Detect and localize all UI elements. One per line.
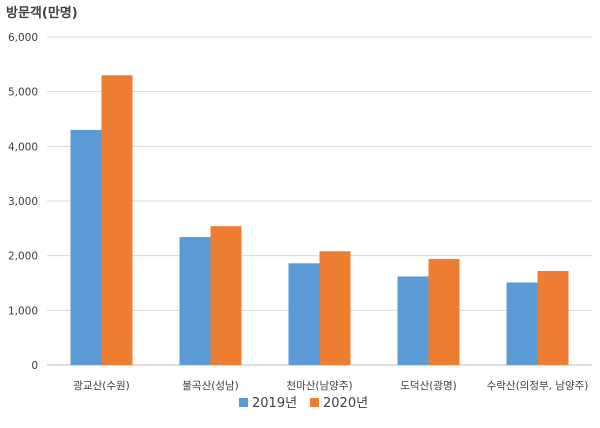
y-tick-label: 4,000 <box>8 141 38 153</box>
legend-label: 2020년 <box>323 396 368 411</box>
bar-2020 <box>537 270 569 365</box>
bars <box>70 75 569 366</box>
bar-2019 <box>70 129 102 365</box>
bar-2019 <box>179 237 211 365</box>
x-category-label: 도덕산(광명) <box>400 380 457 392</box>
y-tick-label: 5,000 <box>8 87 38 99</box>
x-category-label: 천마산(남양주) <box>286 380 352 392</box>
bar-2019 <box>288 263 320 365</box>
x-category-label: 불곡산(성남) <box>182 380 239 392</box>
y-tick-label: 2,000 <box>8 251 38 263</box>
legend-swatch <box>239 398 248 407</box>
y-tick-label: 6,000 <box>8 32 38 44</box>
bar-2020 <box>210 226 242 365</box>
legend: 2019년 2020년 <box>239 396 368 411</box>
unit-label: 방문객(만명) <box>6 5 78 21</box>
bar-2019 <box>506 282 538 365</box>
bar-2020 <box>428 258 460 365</box>
x-axis-categories: 광교산(수원) 불곡산(성남) 천마산(남양주) 도덕산(광명) 수락산(의정부, 남양… <box>73 380 588 392</box>
x-category-label: 광교산(수원) <box>73 380 130 392</box>
y-tick-label: 0 <box>31 360 38 372</box>
legend-label: 2019년 <box>252 396 297 411</box>
bar-2020 <box>319 251 351 365</box>
bar-2020 <box>101 75 133 366</box>
y-axis-ticks: 0 1,000 2,000 3,000 4,000 5,000 6,000 <box>8 32 38 372</box>
y-tick-label: 1,000 <box>8 305 38 317</box>
legend-swatch <box>310 398 319 407</box>
bar-2019 <box>397 276 429 365</box>
x-category-label: 수락산(의정부, 남양주) <box>487 380 589 392</box>
y-tick-label: 3,000 <box>8 196 38 208</box>
